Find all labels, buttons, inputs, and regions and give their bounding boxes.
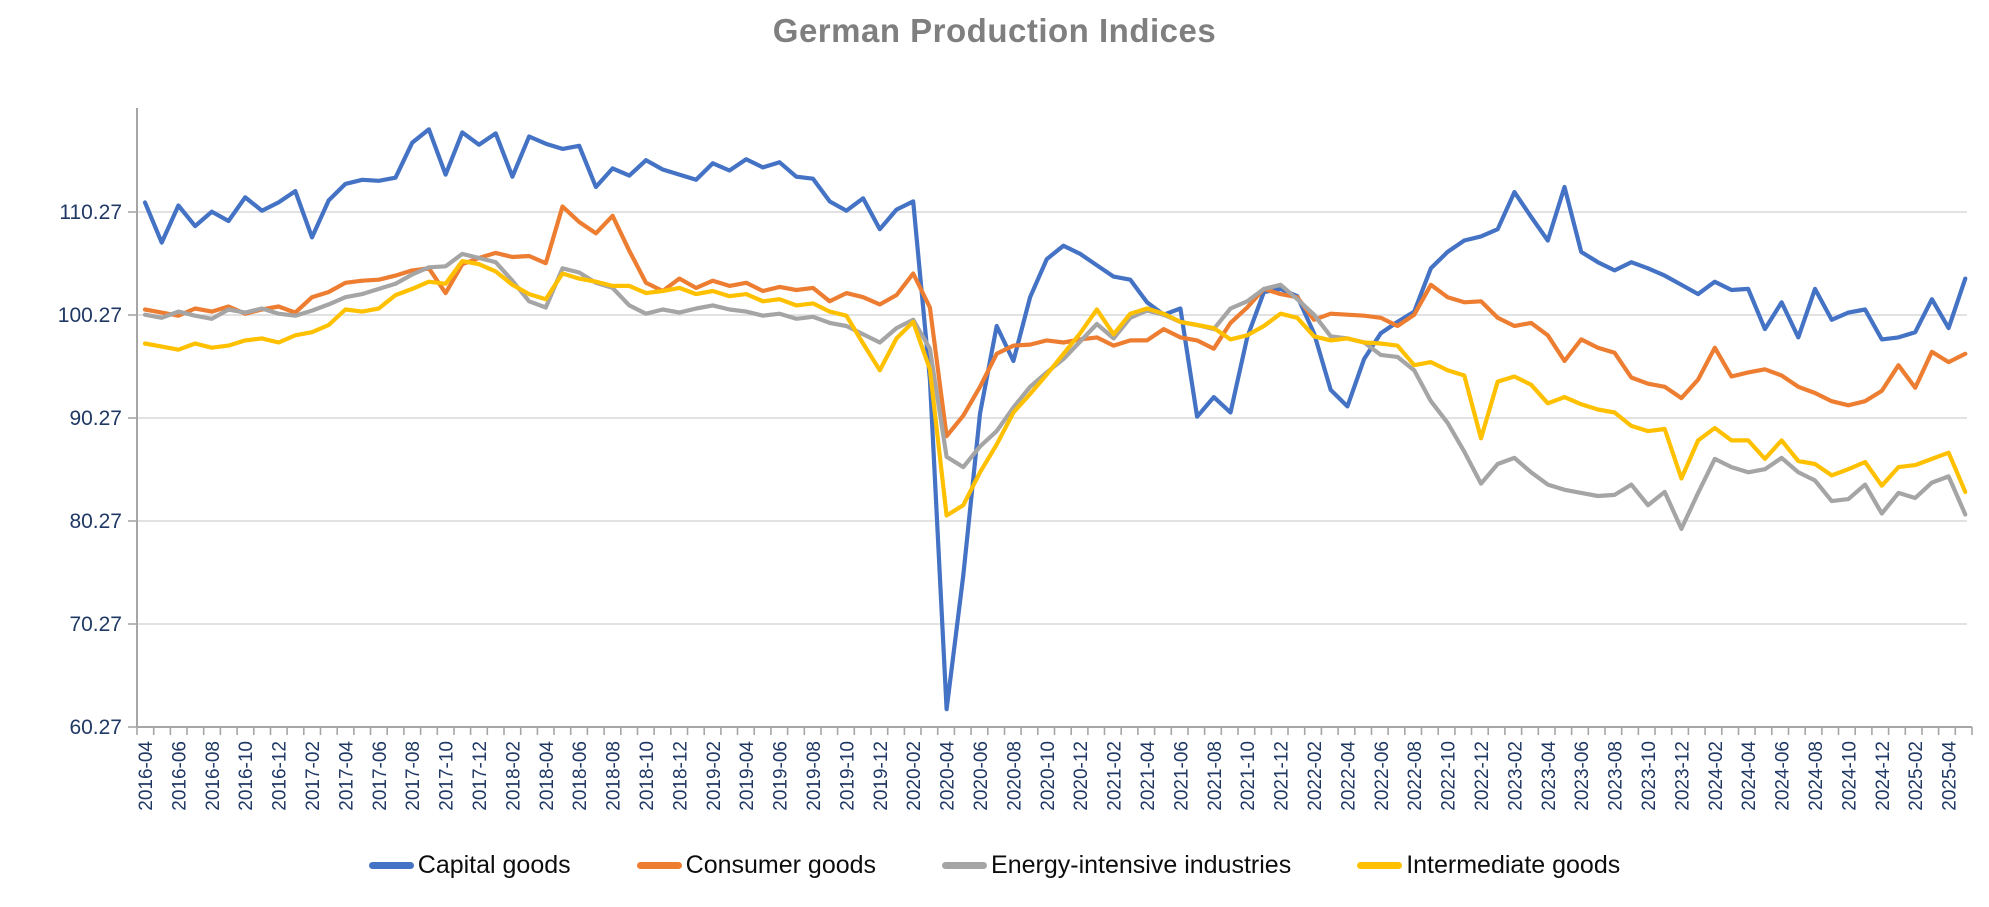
- y-axis-label: 80.27: [69, 510, 122, 533]
- x-axis-label: 2023-10: [1639, 741, 1660, 811]
- x-axis-label: 2016-04: [136, 741, 157, 811]
- x-axis-label: 2020-04: [938, 741, 959, 811]
- x-axis-label: 2020-06: [971, 741, 992, 811]
- legend-label: Intermediate goods: [1406, 851, 1621, 879]
- x-axis-label: 2023-02: [1505, 741, 1526, 811]
- legend-item-intermediate-goods: Intermediate goods: [1357, 851, 1620, 880]
- x-axis-label: 2017-04: [336, 741, 357, 811]
- x-axis-label: 2018-08: [604, 741, 625, 811]
- x-axis-label: 2019-02: [704, 741, 725, 811]
- legend-item-capital-goods: Capital goods: [368, 851, 571, 880]
- y-axis-label: 100.27: [58, 304, 122, 327]
- y-axis-label: 90.27: [69, 407, 122, 430]
- x-axis-label: 2021-06: [1171, 741, 1192, 811]
- series-line-intermediate-goods: [142, 259, 1968, 518]
- y-axis-label: 70.27: [69, 613, 122, 636]
- x-axis-label: 2021-10: [1238, 741, 1259, 811]
- x-axis-label: 2016-10: [236, 741, 257, 811]
- x-axis-label: 2024-04: [1739, 741, 1760, 811]
- x-axis-label: 2017-12: [470, 741, 491, 811]
- legend-label: Energy-intensive industries: [991, 851, 1292, 879]
- legend-marker-icon: [636, 862, 682, 869]
- x-axis-label: 2016-12: [270, 741, 291, 811]
- x-axis-label: 2018-02: [503, 741, 524, 811]
- x-axis-label: 2016-06: [169, 741, 190, 811]
- x-axis-label: 2021-08: [1205, 741, 1226, 811]
- x-axis-label: 2024-10: [1839, 741, 1860, 811]
- x-axis-label: 2021-04: [1138, 741, 1159, 811]
- x-axis-label: 2019-12: [871, 741, 892, 811]
- x-axis-label: 2022-10: [1439, 741, 1460, 811]
- legend-item-consumer-goods: Consumer goods: [636, 851, 877, 880]
- x-axis-label: 2024-02: [1706, 741, 1727, 811]
- x-axis-label: 2019-04: [737, 741, 758, 811]
- x-axis-label: 2020-02: [904, 741, 925, 811]
- y-axis-label: 110.27: [59, 201, 122, 224]
- x-axis-label: 2017-08: [403, 741, 424, 811]
- x-axis-label: 2017-10: [437, 741, 458, 811]
- legend-label: Capital goods: [417, 851, 571, 879]
- x-axis-label: 2022-06: [1372, 741, 1393, 811]
- x-axis-label: 2023-04: [1539, 741, 1560, 811]
- x-axis-label: 2020-10: [1038, 741, 1059, 811]
- x-axis-label: 2020-08: [1004, 741, 1025, 811]
- x-axis-label: 2022-02: [1305, 741, 1326, 811]
- y-axis-label: 60.27: [69, 716, 122, 739]
- x-axis-label: 2016-08: [203, 741, 224, 811]
- x-axis-label: 2018-04: [537, 741, 558, 811]
- x-axis-label: 2017-02: [303, 741, 324, 811]
- x-axis-label: 2021-02: [1105, 741, 1126, 811]
- legend-marker-icon: [942, 862, 988, 869]
- x-axis-label: 2019-08: [804, 741, 825, 811]
- chart-title: German Production Indices: [772, 12, 1217, 49]
- x-axis-label: 2018-10: [637, 741, 658, 811]
- x-axis-label: 2023-06: [1572, 741, 1593, 811]
- x-axis-label: 2019-06: [771, 741, 792, 811]
- x-axis-label: 2020-12: [1071, 741, 1092, 811]
- legend-item-energy-intensive-industries: Energy-intensive industries: [942, 851, 1291, 880]
- x-axis-label: 2024-06: [1773, 741, 1794, 811]
- x-axis-label: 2024-08: [1806, 741, 1827, 811]
- legend: Capital goods Consumer goods Energy-intens…: [0, 851, 1989, 880]
- series-line-consumer-goods: [142, 204, 1968, 439]
- series-line-capital-goods: [142, 127, 1968, 712]
- x-axis-label: 2022-08: [1405, 741, 1426, 811]
- legend-marker-icon: [368, 862, 414, 869]
- series-line-energy-intensive-industries: [142, 251, 1968, 532]
- x-axis-label: 2023-08: [1606, 741, 1627, 811]
- x-axis-label: 2018-12: [670, 741, 691, 811]
- legend-marker-icon: [1357, 862, 1403, 869]
- x-axis-label: 2021-12: [1272, 741, 1293, 811]
- x-axis-label: 2022-12: [1472, 741, 1493, 811]
- x-axis-label: 2019-10: [837, 741, 858, 811]
- legend-label: Consumer goods: [685, 851, 877, 879]
- x-axis-label: 2017-06: [370, 741, 391, 811]
- x-axis-label: 2018-06: [570, 741, 591, 811]
- x-axis-label: 2025-04: [1940, 741, 1961, 811]
- x-axis-label: 2025-02: [1906, 741, 1927, 811]
- x-axis-label: 2022-04: [1338, 741, 1359, 811]
- x-axis-label: 2023-12: [1672, 741, 1693, 811]
- x-axis-label: 2024-12: [1873, 741, 1894, 811]
